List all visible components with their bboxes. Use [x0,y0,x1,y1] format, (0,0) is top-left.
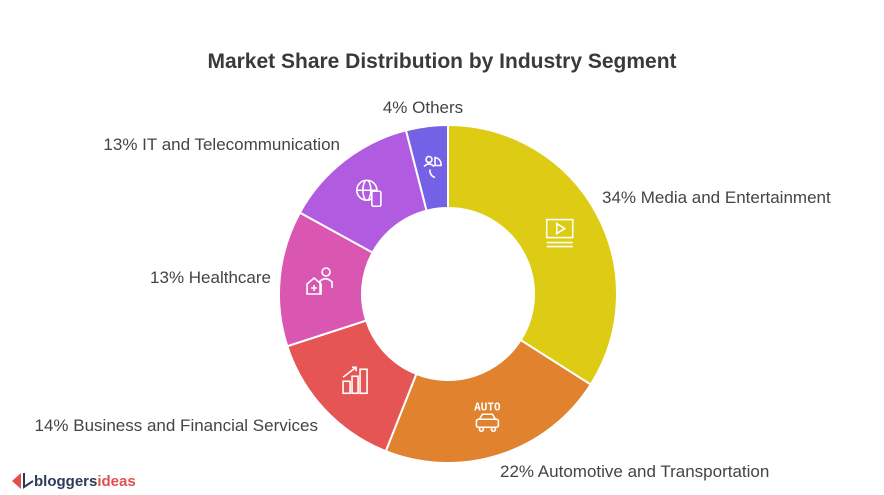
globe-phone-icon [356,179,382,208]
slice-label: 13% Healthcare [150,268,271,287]
slice-label: 13% IT and Telecommunication [103,135,340,154]
auto-icon-text: AUTO [474,400,501,413]
slice-5 [404,123,449,212]
logo-icon [12,473,34,489]
brand-name-part1: bloggers [34,472,98,490]
people-pie-icon [423,155,442,179]
slice-1 [384,338,593,464]
car-icon [475,413,500,433]
brand-logo: bloggers ideas [12,472,136,490]
slice-label: 14% Business and Financial Services [35,416,318,435]
health-person-icon [306,267,333,295]
slice-label: 4% Others [383,98,463,117]
slice-label: 34% Media and Entertainment [602,188,831,207]
growth-chart-icon [342,366,368,395]
slice-label: 22% Automotive and Transportation [500,462,769,481]
slice-0 [447,123,618,386]
film-icon [545,218,574,248]
chart-title: Market Share Distribution by Industry Se… [207,50,677,73]
brand-name-part2: ideas [97,472,136,490]
